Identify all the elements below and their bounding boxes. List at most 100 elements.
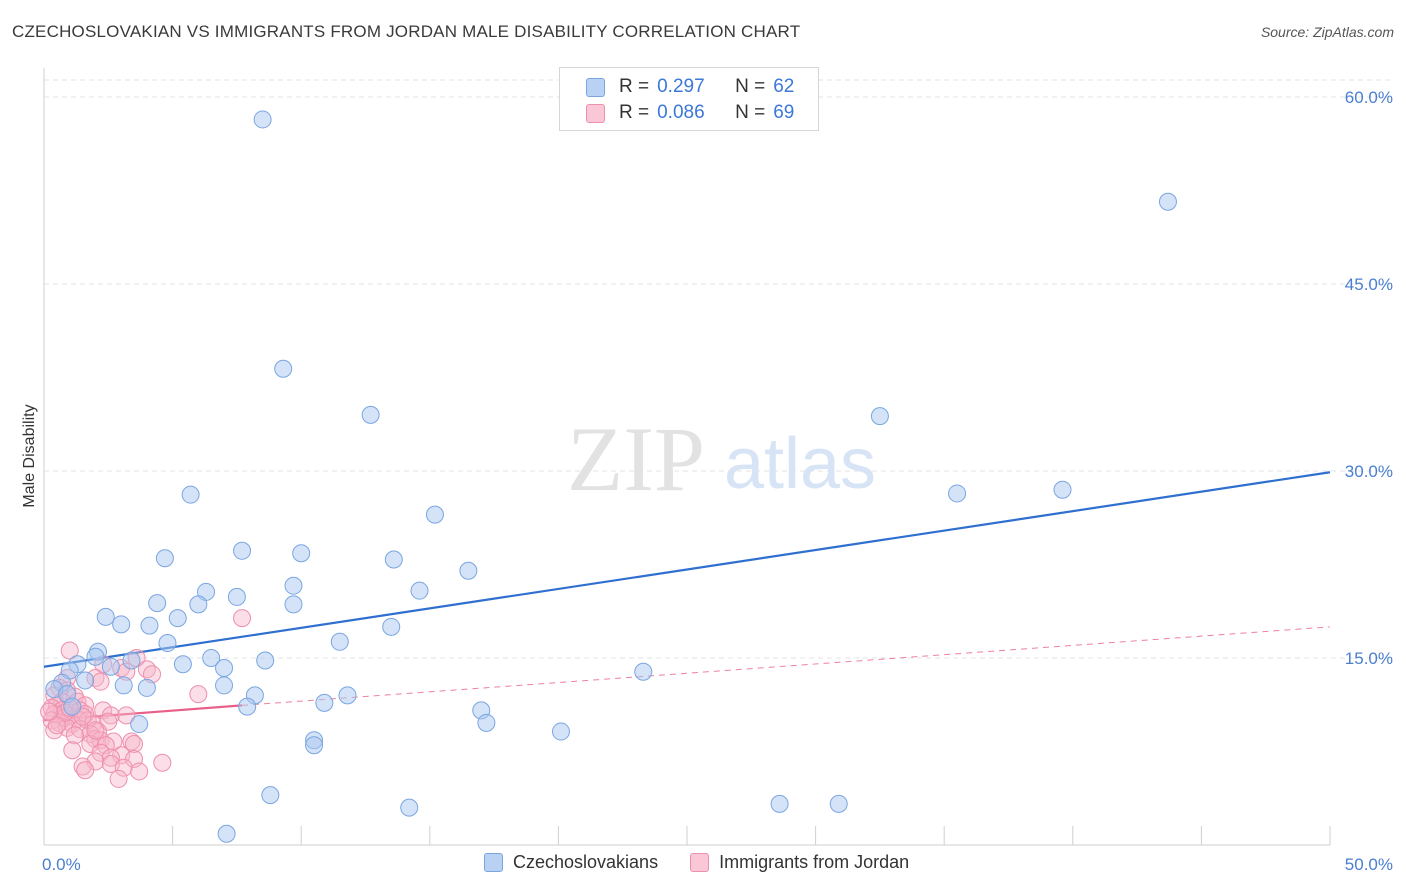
czechoslovakian-point (122, 651, 141, 670)
czechoslovakian-point (384, 550, 403, 569)
jordan-point (130, 762, 149, 781)
czechoslovakian-point (76, 671, 95, 690)
czechoslovakian-point (256, 651, 275, 670)
czechoslovakian-point (770, 794, 789, 813)
y-axis-label: Male Disability (21, 404, 38, 507)
correlation-legend: R = 0.297 N = 62 R = 0.086 N = 69 (559, 67, 819, 131)
czechoslovakian-point (292, 544, 311, 563)
tick-labels: 15.0% 30.0% 45.0% 60.0% 0.0% 50.0% (42, 88, 1393, 874)
jordan-point (91, 672, 110, 691)
czechoslovakian-trend-line (43, 471, 1331, 668)
czechoslovakian-point (168, 609, 187, 628)
czechoslovakian-point (330, 632, 349, 651)
jordan-point (122, 732, 141, 751)
jordan-point (91, 743, 110, 762)
series-legend: Czechoslovakians Immigrants from Jordan (484, 852, 941, 873)
jordan-point (40, 702, 59, 721)
watermark-atlas: atlas (724, 424, 876, 504)
czechoslovakian-point (305, 736, 324, 755)
jordan-point (189, 685, 208, 704)
czechoslovakian-point (130, 715, 149, 734)
czechoslovakian-point (63, 697, 82, 716)
legend-swatch-blue (586, 77, 605, 97)
y-tick-label: 60.0% (1345, 88, 1393, 107)
czechoslovakian-point (101, 657, 120, 676)
jordan-point (60, 641, 79, 660)
legend-r-label: R = (619, 76, 650, 97)
czechoslovakian-point (382, 617, 401, 636)
y-tick-label: 45.0% (1345, 275, 1393, 294)
czechoslovakian-point (425, 505, 444, 524)
czechoslovakian-point (217, 824, 236, 843)
czechoslovakian-point (870, 407, 889, 426)
legend-n-label: N = (735, 76, 766, 97)
czechoslovakian-point (158, 634, 177, 653)
legend-swatch-pink (690, 853, 710, 872)
czechoslovakian-point (137, 678, 156, 697)
czechoslovakian-point (140, 616, 159, 635)
jordan-point (114, 758, 133, 777)
czechoslovakian-point (551, 722, 570, 741)
legend-n-label: N = (735, 102, 766, 123)
data-points (40, 110, 1177, 843)
legend-swatch-blue (484, 853, 503, 872)
jordan-point (137, 660, 156, 679)
jordan-trend-extension (242, 626, 1331, 706)
legend-r-value: 0.086 (657, 102, 705, 123)
watermark-zip: ZIP (567, 408, 705, 510)
czechoslovakian-point (96, 607, 115, 626)
x-tick-label: 0.0% (42, 855, 81, 874)
czechoslovakian-point (361, 405, 380, 424)
jordan-point (153, 753, 172, 772)
czechoslovakian-point (400, 798, 419, 817)
czechoslovakian-point (181, 485, 200, 504)
czechoslovakian-point (112, 615, 131, 634)
source-note: Source: ZipAtlas.com (1260, 24, 1394, 40)
czechoslovakian-point (155, 549, 174, 568)
watermark: ZIP atlas (567, 408, 876, 510)
czechoslovakian-point (634, 662, 653, 681)
jordan-point (117, 706, 136, 725)
legend-n-value: 69 (773, 102, 795, 123)
czechoslovakian-point (284, 576, 303, 595)
czechoslovakian-point (202, 649, 221, 667)
czechoslovakian-point (1053, 480, 1072, 499)
legend-item-czechoslovakians: Czechoslovakians (484, 852, 658, 873)
czechoslovakian-point (829, 794, 848, 813)
legend-row-czechoslovakians: R = 0.297 N = 62 (586, 75, 794, 99)
jordan-point (86, 721, 105, 740)
czechoslovakian-point (948, 484, 967, 503)
axes (43, 68, 1331, 846)
y-tick-label: 15.0% (1345, 649, 1393, 668)
czechoslovakian-point (238, 697, 257, 716)
legend-swatch-pink (586, 103, 605, 123)
czechoslovakian-point (284, 595, 303, 614)
jordan-point (109, 769, 128, 788)
jordan-point (233, 609, 252, 628)
czechoslovakian-point (261, 786, 280, 805)
czechoslovakian-point (253, 110, 272, 129)
czechoslovakian-point (233, 541, 252, 560)
x-tick-label: 50.0% (1345, 855, 1393, 874)
jordan-point (45, 721, 64, 740)
legend-row-jordan: R = 0.086 N = 69 (586, 101, 794, 125)
jordan-point (76, 761, 95, 780)
legend-n-value: 62 (773, 76, 795, 97)
czechoslovakian-point (86, 647, 105, 666)
czechoslovakian-point (274, 359, 293, 378)
czechoslovakian-point (459, 561, 478, 580)
czechoslovakian-point (148, 594, 167, 613)
czechoslovakian-point (215, 676, 234, 695)
grid-lines (44, 79, 1394, 659)
czechoslovakian-point (189, 595, 208, 614)
jordan-point (125, 735, 144, 754)
jordan-point (63, 741, 82, 760)
czechoslovakian-point (1158, 192, 1177, 211)
jordan-point (91, 731, 110, 750)
jordan-point (47, 716, 66, 735)
czechoslovakian-point (338, 686, 357, 705)
czechoslovakian-point (173, 655, 192, 674)
czechoslovakian-point (477, 713, 496, 732)
legend-label: Immigrants from Jordan (719, 852, 910, 872)
